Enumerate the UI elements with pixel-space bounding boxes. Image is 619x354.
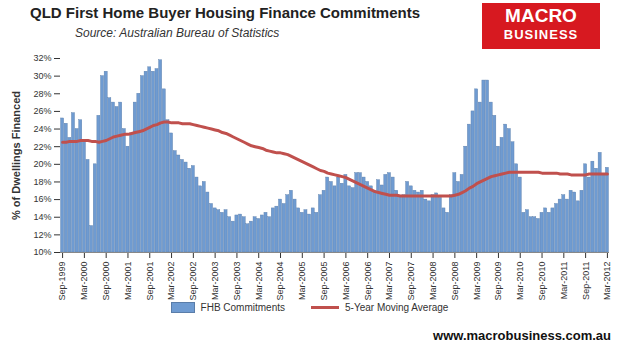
svg-text:20%: 20%	[33, 159, 51, 169]
svg-text:Sep-2006: Sep-2006	[363, 262, 373, 301]
svg-text:Mar-2005: Mar-2005	[297, 262, 307, 301]
svg-text:Mar-2003: Mar-2003	[210, 262, 220, 301]
html-text:www.macrobusiness.com.au: www.macrobusiness.com.au	[433, 328, 611, 343]
svg-text:Mar-2010: Mar-2010	[515, 262, 525, 301]
svg-text:Mar-2008: Mar-2008	[428, 262, 438, 301]
svg-text:Mar-2004: Mar-2004	[254, 262, 264, 301]
svg-text:24%: 24%	[33, 124, 51, 134]
svg-text:Sep-2002: Sep-2002	[188, 262, 198, 301]
svg-text:Sep-2010: Sep-2010	[537, 262, 547, 301]
html-text:MACRO: MACRO	[505, 5, 577, 26]
svg-text:Sep-2011: Sep-2011	[580, 262, 590, 300]
svg-text:Sep-2009: Sep-2009	[493, 262, 503, 301]
svg-text:32%: 32%	[33, 53, 51, 63]
svg-text:22%: 22%	[33, 142, 51, 152]
svg-text:Mar-2007: Mar-2007	[384, 262, 394, 301]
html-text:QLD First Home Buyer Housing F: QLD First Home Buyer Housing Finance Com…	[30, 4, 421, 21]
svg-text:10%: 10%	[33, 247, 51, 257]
svg-text:Mar-2002: Mar-2002	[166, 262, 176, 301]
svg-text:Sep-2001: Sep-2001	[145, 262, 155, 301]
svg-text:Mar-2011: Mar-2011	[559, 262, 569, 300]
html-text:FHB Commitments: FHB Commitments	[200, 302, 285, 313]
svg-text:Mar-2001: Mar-2001	[123, 262, 133, 301]
svg-text:Sep-2005: Sep-2005	[319, 262, 329, 301]
svg-text:14%: 14%	[33, 212, 51, 222]
html-text:BUSINESS: BUSINESS	[503, 27, 579, 42]
svg-text:Sep-1999: Sep-1999	[57, 262, 67, 301]
svg-text:Sep-2007: Sep-2007	[406, 262, 416, 301]
svg-text:28%: 28%	[33, 89, 51, 99]
svg-text:Sep-2004: Sep-2004	[275, 262, 285, 301]
svg-text:12%: 12%	[33, 230, 51, 240]
svg-text:Mar-2006: Mar-2006	[341, 262, 351, 301]
svg-text:26%: 26%	[33, 106, 51, 116]
html-text:5-Year Moving Average: 5-Year Moving Average	[345, 302, 449, 313]
svg-text:Mar-2009: Mar-2009	[472, 262, 482, 301]
svg-text:% of Dwellings Financed: % of Dwellings Financed	[10, 91, 22, 220]
svg-text:Mar-2000: Mar-2000	[79, 262, 89, 301]
svg-text:Sep-2003: Sep-2003	[232, 262, 242, 301]
html-text:Source: Australian Bureau of S: Source: Australian Bureau of Statistics	[75, 26, 280, 40]
svg-text:18%: 18%	[33, 177, 51, 187]
svg-text:Mar-2012: Mar-2012	[602, 262, 612, 301]
svg-text:16%: 16%	[33, 194, 51, 204]
svg-text:Sep-2000: Sep-2000	[101, 262, 111, 301]
svg-text:Sep-2008: Sep-2008	[450, 262, 460, 301]
svg-text:30%: 30%	[33, 71, 51, 81]
